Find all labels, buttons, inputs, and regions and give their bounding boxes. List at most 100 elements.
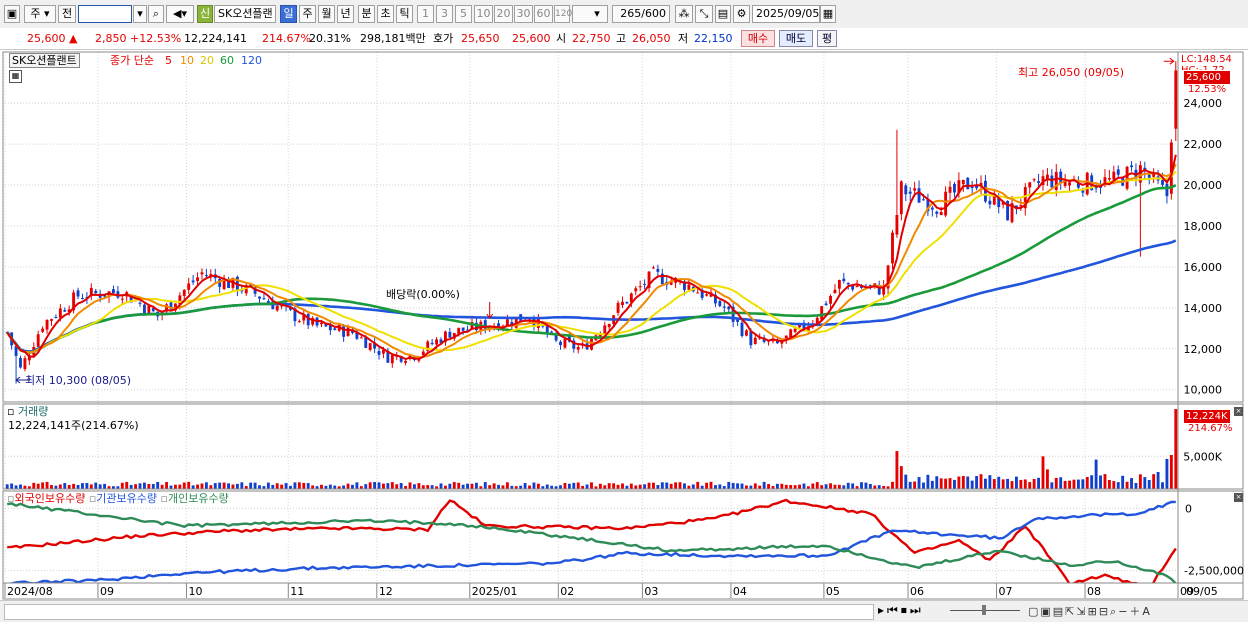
crosshair-icon[interactable]: ⤡ (695, 5, 713, 23)
tools-icon[interactable]: ⁂ (675, 5, 693, 23)
interval-dropdown[interactable]: ▾ (572, 5, 608, 23)
volume-bar (1023, 479, 1027, 489)
interval-1[interactable]: 1 (417, 5, 434, 23)
volume-bar (758, 485, 762, 489)
interval-3[interactable]: 3 (436, 5, 453, 23)
tab-minute[interactable]: 분 (358, 5, 375, 23)
stock-code-input[interactable]: 100090 (78, 5, 132, 23)
eval-button[interactable]: 평 (817, 30, 837, 47)
search-icon[interactable]: ⌕ (148, 5, 164, 23)
candle-body (63, 310, 67, 312)
high-label: 고 (616, 32, 627, 45)
stock-name-label[interactable]: SK오션플랜트 (9, 53, 80, 68)
candle-body (390, 355, 394, 364)
period-select[interactable]: 주 ▾ (24, 5, 56, 23)
close-icon[interactable]: × (1234, 493, 1243, 502)
candle-body (718, 300, 722, 307)
candle-body (868, 285, 872, 287)
count-field[interactable]: 265/600 (612, 5, 670, 23)
chart-canvas[interactable]: 24,000 22,000 20,000 18,000 16,000 14,000 12,0… (0, 50, 1248, 600)
candle-body (209, 274, 213, 277)
interval-10[interactable]: 10 (474, 5, 493, 23)
volume-bar (1006, 478, 1010, 489)
volume-bar (1050, 482, 1054, 489)
volume-bar (1028, 482, 1032, 489)
scrollbar[interactable] (4, 604, 874, 620)
candle-body (935, 211, 939, 214)
candle-body (328, 324, 332, 331)
volume-bar (218, 482, 222, 489)
scroll-controls[interactable]: ▸⏮⏹⏭ (878, 603, 924, 617)
candle-body (961, 179, 965, 185)
volume-bar (674, 482, 678, 489)
candle-body (76, 290, 80, 297)
candle-body (824, 303, 828, 306)
volume-bar (337, 486, 341, 489)
candle-body (979, 182, 983, 187)
interval-20[interactable]: 20 (494, 5, 513, 23)
candle-body (151, 308, 155, 312)
interval-5[interactable]: 5 (455, 5, 472, 23)
calendar-icon[interactable]: ▦ (820, 5, 836, 23)
candle-body (1076, 183, 1080, 188)
candle-body (1152, 172, 1156, 177)
save-icon[interactable]: ▤ (715, 5, 731, 23)
volume-bar (590, 482, 593, 489)
volume-bar (1165, 458, 1169, 489)
tab-tick[interactable]: 틱 (396, 5, 413, 23)
volume-bar (895, 451, 899, 489)
interval-30[interactable]: 30 (514, 5, 533, 23)
volume-bar (231, 484, 235, 489)
new-badge[interactable]: 신 (197, 5, 213, 23)
gear-icon[interactable]: ⚙ (733, 5, 750, 23)
date-field[interactable]: 2025/09/05 (752, 5, 820, 23)
tab-second[interactable]: 초 (377, 5, 394, 23)
tab-year[interactable]: 년 (337, 5, 354, 23)
chevron-down-icon[interactable]: ▾ (133, 5, 147, 23)
volume-title-text: 거래량 (17, 405, 49, 418)
volume-bar (541, 486, 545, 489)
window-icon[interactable]: ▣ (4, 5, 20, 23)
volume-bar (864, 482, 868, 489)
volume-bar (638, 484, 642, 489)
period-select-value: 주 (30, 7, 41, 20)
candle-body (1001, 201, 1005, 205)
volume-bar (559, 485, 562, 489)
candle-body (944, 191, 948, 216)
table-icon[interactable]: ▦ (9, 70, 22, 83)
speaker-icon[interactable]: ◀▾ (166, 5, 194, 23)
candle-body (930, 207, 934, 210)
volume-bar (634, 485, 638, 489)
interval-120[interactable]: 120 (554, 5, 572, 23)
volume-bar (519, 485, 523, 489)
candle-body (877, 284, 881, 295)
volume-bar (988, 475, 992, 489)
volume-bar (5, 484, 9, 489)
candle-body (643, 283, 647, 285)
volume-bar (1121, 475, 1125, 489)
volume-bar (98, 484, 102, 489)
volume-bar (45, 481, 49, 489)
volume-bar (1019, 479, 1023, 489)
candle-body (997, 197, 1001, 208)
candle-body (1130, 165, 1133, 168)
volume-bar (297, 482, 301, 489)
tab-day[interactable]: 일 (280, 5, 297, 23)
current-price: 25,600 ▲ (27, 32, 78, 45)
zoom-slider-handle[interactable] (982, 605, 986, 615)
candle-body (200, 272, 204, 275)
close-icon[interactable]: × (1234, 407, 1243, 416)
tab-month[interactable]: 월 (318, 5, 335, 23)
tab-week[interactable]: 주 (299, 5, 316, 23)
volume-axis-label: 5,000K (1183, 450, 1222, 463)
stock-name-field[interactable]: SK오션플랜 (214, 5, 276, 23)
sell-button[interactable]: 매도 (779, 30, 813, 47)
candle-body (1068, 182, 1071, 186)
prev-button[interactable]: 전 (58, 5, 76, 23)
buy-button[interactable]: 매수 (741, 30, 775, 47)
view-tools[interactable]: ▢▣▤⇱⇲⊞⊟⌕−＋A (1028, 605, 1152, 618)
candle-body (621, 301, 624, 306)
interval-60[interactable]: 60 (534, 5, 553, 23)
high-annotation: 최고 26,050 (09/05) (1018, 66, 1125, 79)
volume-bar (629, 483, 633, 489)
